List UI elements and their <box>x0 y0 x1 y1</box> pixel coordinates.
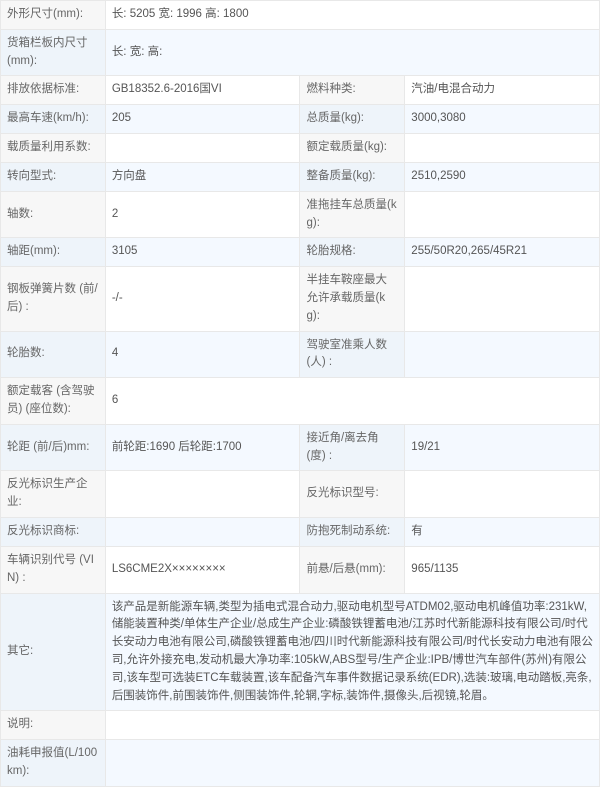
spec-value <box>105 711 599 740</box>
spec-value <box>105 134 300 163</box>
spec-label: 油耗申报值(L/100km): <box>1 740 106 787</box>
spec-label: 半挂车鞍座最大允许承载质量(kg): <box>300 267 405 331</box>
spec-label: 转向型式: <box>1 162 106 191</box>
spec-value: 3105 <box>105 238 300 267</box>
spec-value: 965/1135 <box>405 546 600 593</box>
spec-value <box>105 471 300 518</box>
spec-value: 长: 5205 宽: 1996 高: 1800 <box>105 1 599 30</box>
spec-row: 额定载客 (含驾驶员) (座位数):6 <box>1 378 600 425</box>
spec-value <box>405 267 600 331</box>
spec-label: 燃料种类: <box>300 76 405 105</box>
spec-value <box>405 331 600 378</box>
spec-label: 反光标识商标: <box>1 518 106 547</box>
spec-label: 外形尺寸(mm): <box>1 1 106 30</box>
spec-label: 钢板弹簧片数 (前/后) : <box>1 267 106 331</box>
spec-value: 汽油/电混合动力 <box>405 76 600 105</box>
spec-label: 接近角/离去角 (度) : <box>300 424 405 471</box>
spec-value: 4 <box>105 331 300 378</box>
spec-label: 反光标识生产企业: <box>1 471 106 518</box>
spec-row: 反光标识商标: 防抱死制动系统:有 <box>1 518 600 547</box>
spec-row: 钢板弹簧片数 (前/后) :-/-半挂车鞍座最大允许承载质量(kg): <box>1 267 600 331</box>
spec-value: 205 <box>105 105 300 134</box>
spec-label: 准拖挂车总质量(kg): <box>300 191 405 238</box>
spec-value: 该产品是新能源车辆,类型为插电式混合动力,驱动电机型号ATDM02,驱动电机峰值… <box>105 593 599 711</box>
spec-value: 有 <box>405 518 600 547</box>
spec-label: 说明: <box>1 711 106 740</box>
spec-value: 2 <box>105 191 300 238</box>
spec-value <box>405 471 600 518</box>
spec-value: GB18352.6-2016国VI <box>105 76 300 105</box>
spec-value: 3000,3080 <box>405 105 600 134</box>
spec-value: 19/21 <box>405 424 600 471</box>
spec-row: 最高车速(km/h):205总质量(kg):3000,3080 <box>1 105 600 134</box>
spec-label: 防抱死制动系统: <box>300 518 405 547</box>
spec-row: 外形尺寸(mm):长: 5205 宽: 1996 高: 1800 <box>1 1 600 30</box>
spec-label: 载质量利用系数: <box>1 134 106 163</box>
spec-value <box>405 134 600 163</box>
spec-row: 转向型式:方向盘整备质量(kg):2510,2590 <box>1 162 600 191</box>
spec-value <box>105 740 599 787</box>
spec-row: 载质量利用系数: 额定载质量(kg): <box>1 134 600 163</box>
spec-value: 方向盘 <box>105 162 300 191</box>
spec-label: 前悬/后悬(mm): <box>300 546 405 593</box>
spec-row: 油耗申报值(L/100km): <box>1 740 600 787</box>
spec-label: 排放依据标准: <box>1 76 106 105</box>
spec-label: 轴数: <box>1 191 106 238</box>
spec-label: 轴距(mm): <box>1 238 106 267</box>
spec-value: LS6CME2X×××××××× <box>105 546 300 593</box>
spec-value: -/- <box>105 267 300 331</box>
spec-label: 轮距 (前/后)mm: <box>1 424 106 471</box>
spec-label: 额定载质量(kg): <box>300 134 405 163</box>
spec-row: 其它:该产品是新能源车辆,类型为插电式混合动力,驱动电机型号ATDM02,驱动电… <box>1 593 600 711</box>
spec-label: 驾驶室准乘人数 (人) : <box>300 331 405 378</box>
spec-row: 轴距(mm):3105轮胎规格:255/50R20,265/45R21 <box>1 238 600 267</box>
spec-value <box>405 191 600 238</box>
spec-row: 轴数:2准拖挂车总质量(kg): <box>1 191 600 238</box>
spec-label: 整备质量(kg): <box>300 162 405 191</box>
spec-label: 额定载客 (含驾驶员) (座位数): <box>1 378 106 425</box>
spec-value: 6 <box>105 378 599 425</box>
spec-value <box>105 518 300 547</box>
spec-value: 前轮距:1690 后轮距:1700 <box>105 424 300 471</box>
spec-row: 轮距 (前/后)mm:前轮距:1690 后轮距:1700接近角/离去角 (度) … <box>1 424 600 471</box>
spec-label: 其它: <box>1 593 106 711</box>
spec-label: 最高车速(km/h): <box>1 105 106 134</box>
spec-row: 车辆识别代号 (VIN) :LS6CME2X××××××××前悬/后悬(mm):… <box>1 546 600 593</box>
spec-row: 排放依据标准:GB18352.6-2016国VI燃料种类:汽油/电混合动力 <box>1 76 600 105</box>
spec-label: 货箱栏板内尺寸(mm): <box>1 29 106 76</box>
spec-label: 反光标识型号: <box>300 471 405 518</box>
spec-value: 长: 宽: 高: <box>105 29 599 76</box>
spec-row: 轮胎数:4驾驶室准乘人数 (人) : <box>1 331 600 378</box>
spec-value: 2510,2590 <box>405 162 600 191</box>
spec-row: 反光标识生产企业: 反光标识型号: <box>1 471 600 518</box>
spec-row: 货箱栏板内尺寸(mm):长: 宽: 高: <box>1 29 600 76</box>
spec-label: 车辆识别代号 (VIN) : <box>1 546 106 593</box>
spec-label: 总质量(kg): <box>300 105 405 134</box>
vehicle-spec-table: 外形尺寸(mm):长: 5205 宽: 1996 高: 1800货箱栏板内尺寸(… <box>0 0 600 787</box>
spec-value: 255/50R20,265/45R21 <box>405 238 600 267</box>
spec-row: 说明: <box>1 711 600 740</box>
spec-label: 轮胎数: <box>1 331 106 378</box>
spec-label: 轮胎规格: <box>300 238 405 267</box>
